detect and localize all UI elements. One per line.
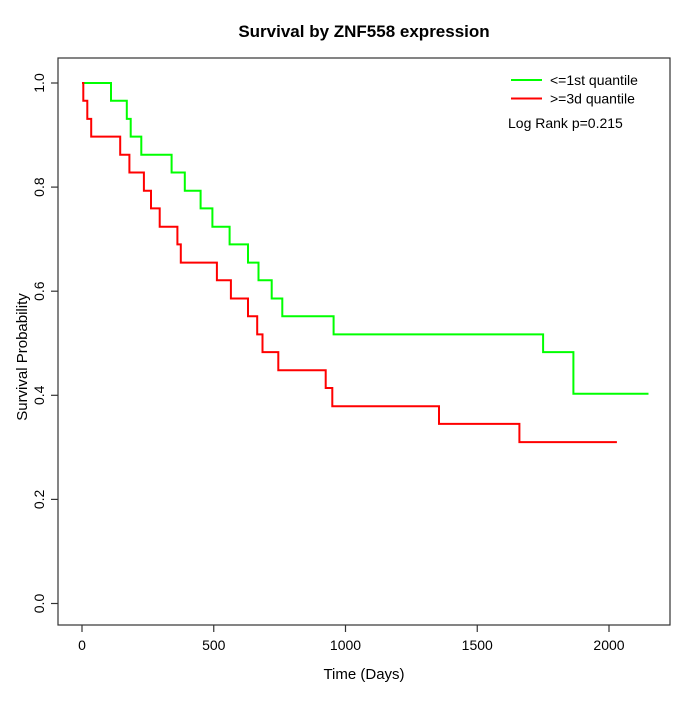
y-tick-label: 0.6 [31, 281, 47, 301]
plot-title: Survival by ZNF558 expression [238, 22, 489, 41]
y-axis-label: Survival Probability [14, 293, 31, 421]
x-axis: 0 500 1000 1500 2000 [78, 625, 625, 653]
y-tick-label: 0.0 [31, 594, 47, 614]
x-tick-label: 0 [78, 637, 86, 653]
y-tick-label: 1.0 [31, 73, 47, 93]
y-tick-label: 0.8 [31, 177, 47, 197]
y-tick-label: 0.2 [31, 489, 47, 509]
x-tick-label: 500 [202, 637, 226, 653]
plot-area-border [57, 57, 671, 626]
survival-curve-high-expression [82, 82, 617, 444]
x-tick-label: 1000 [330, 637, 361, 653]
survival-curve-low-expression [82, 82, 649, 395]
legend: <=1st quantile >=3d quantile Log Rank p=… [508, 72, 638, 131]
x-tick-label: 2000 [593, 637, 624, 653]
x-axis-label: Time (Days) [323, 666, 404, 683]
y-tick-label: 0.4 [31, 385, 47, 405]
log-rank-p-value: Log Rank p=0.215 [508, 115, 623, 131]
legend-label-high-expression: >=3d quantile [550, 91, 635, 107]
x-tick-label: 1500 [462, 637, 493, 653]
y-axis: 0.0 0.2 0.4 0.6 0.8 1.0 [31, 73, 58, 613]
legend-label-low-expression: <=1st quantile [550, 72, 638, 88]
